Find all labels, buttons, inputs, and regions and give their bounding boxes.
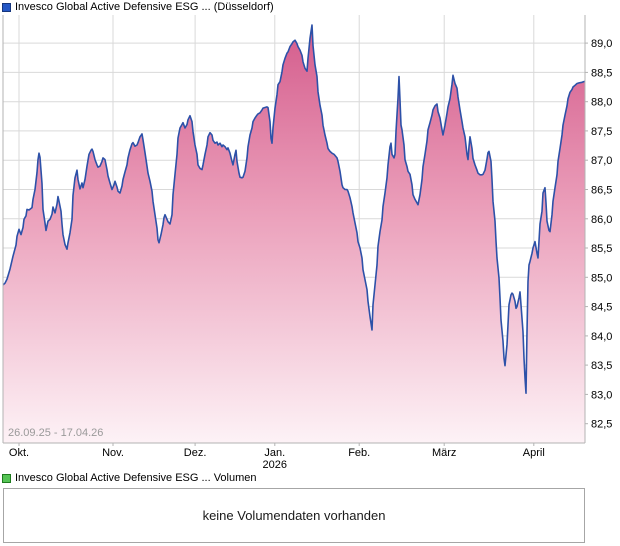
svg-text:Nov.: Nov.	[102, 447, 124, 459]
svg-text:Jan.: Jan.	[264, 447, 285, 459]
plot-border	[2, 15, 586, 444]
svg-text:84,5: 84,5	[591, 302, 612, 314]
svg-text:Dez.: Dez.	[184, 447, 207, 459]
svg-text:Feb.: Feb.	[348, 447, 370, 459]
svg-text:88,0: 88,0	[591, 97, 612, 109]
date-range-label: 26.09.25 - 17.04.26	[8, 427, 104, 439]
price-legend: Invesco Global Active Defensive ESG ... …	[2, 2, 274, 13]
svg-text:89,0: 89,0	[591, 38, 612, 50]
price-series-marker-icon	[2, 3, 11, 12]
price-line	[2, 24, 586, 394]
svg-text:82,5: 82,5	[591, 419, 612, 431]
x-axis-labels: Okt. Nov. Dez. Jan.2026 Feb. März April	[9, 443, 545, 471]
svg-text:März: März	[432, 447, 456, 459]
price-area-fill	[3, 25, 585, 443]
price-chart[interactable]: 89,0 88,5 88,0 87,5 87,0 86,5 86,0 85,5 85,0 84,5…	[0, 0, 620, 471]
volume-panel: keine Volumendaten vorhanden	[3, 488, 585, 543]
svg-text:84,0: 84,0	[591, 331, 612, 343]
svg-text:Okt.: Okt.	[9, 447, 29, 459]
svg-text:87,0: 87,0	[591, 155, 612, 167]
volume-legend: Invesco Global Active Defensive ESG ... …	[2, 473, 257, 484]
volume-legend-label: Invesco Global Active Defensive ESG ... …	[15, 472, 257, 484]
svg-text:85,0: 85,0	[591, 272, 612, 284]
no-volume-data-message: keine Volumendaten vorhanden	[202, 508, 386, 523]
price-legend-label: Invesco Global Active Defensive ESG ... …	[15, 1, 274, 13]
svg-text:86,0: 86,0	[591, 214, 612, 226]
volume-series-marker-icon	[2, 474, 11, 483]
svg-text:April: April	[523, 447, 545, 459]
svg-text:86,5: 86,5	[591, 185, 612, 197]
svg-text:2026: 2026	[263, 459, 287, 471]
svg-text:87,5: 87,5	[591, 126, 612, 138]
y-axis-labels: 89,0 88,5 88,0 87,5 87,0 86,5 86,0 85,5 85,0 84,5…	[585, 38, 612, 431]
svg-text:83,0: 83,0	[591, 389, 612, 401]
svg-text:88,5: 88,5	[591, 67, 612, 79]
svg-text:83,5: 83,5	[591, 360, 612, 372]
svg-text:85,5: 85,5	[591, 243, 612, 255]
